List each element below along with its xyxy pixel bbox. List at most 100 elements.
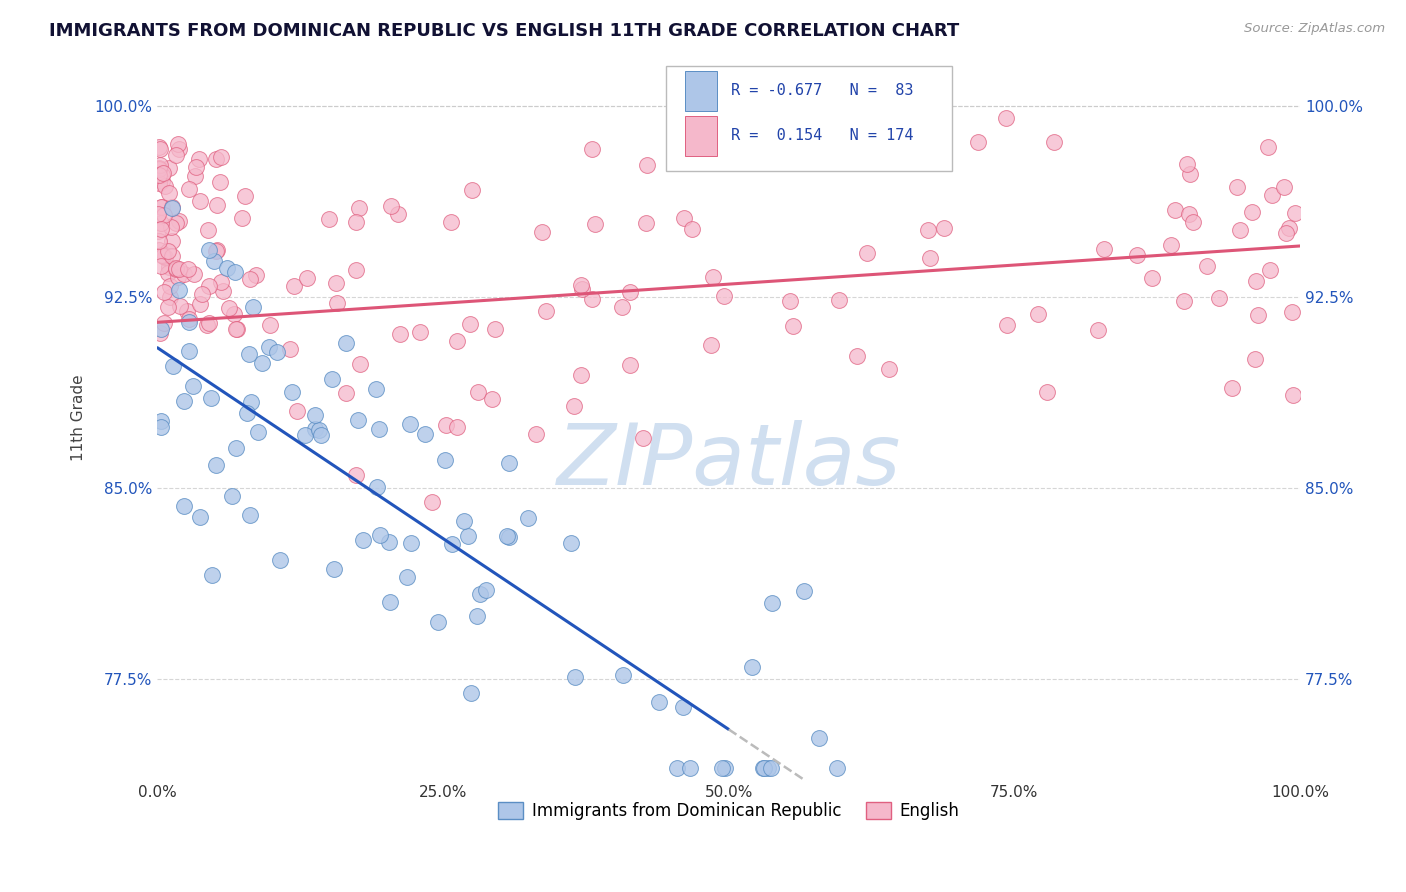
Point <box>204 254 226 268</box>
Point <box>433 453 456 467</box>
Point <box>259 318 281 333</box>
Point <box>148 176 170 190</box>
Point <box>222 307 245 321</box>
Point <box>845 349 868 363</box>
Point <box>209 276 232 290</box>
Point <box>636 158 658 172</box>
Point <box>457 529 479 543</box>
Point <box>779 293 801 308</box>
Point <box>346 413 368 427</box>
Point <box>756 761 779 775</box>
Point <box>370 528 392 542</box>
Point <box>467 385 489 400</box>
Point <box>380 594 402 608</box>
Point <box>173 394 195 409</box>
Point <box>1260 187 1282 202</box>
Point <box>440 537 463 551</box>
Point <box>233 189 256 203</box>
Point <box>446 334 468 348</box>
Point <box>571 282 593 296</box>
Point <box>389 326 412 341</box>
Point <box>181 378 204 392</box>
Point <box>612 300 634 314</box>
Point <box>231 211 253 226</box>
Point <box>167 142 190 156</box>
Point <box>157 244 180 259</box>
Point <box>205 458 228 472</box>
Point <box>160 249 183 263</box>
Point <box>240 395 263 409</box>
Point <box>440 214 463 228</box>
Point <box>150 259 173 273</box>
Point <box>1278 221 1301 235</box>
Point <box>808 731 831 745</box>
Point <box>236 406 259 420</box>
Legend: Immigrants from Dominican Republic, English: Immigrants from Dominican Republic, Engl… <box>492 795 966 826</box>
Point <box>173 499 195 513</box>
Point <box>634 216 657 230</box>
Point <box>177 311 200 326</box>
Point <box>1178 207 1201 221</box>
Point <box>1244 351 1267 366</box>
Point <box>200 392 222 406</box>
Point <box>187 152 209 166</box>
Point <box>212 284 235 298</box>
Point <box>560 536 582 550</box>
Point <box>152 166 174 180</box>
Text: R =  0.154   N = 174: R = 0.154 N = 174 <box>731 128 914 144</box>
Point <box>422 495 444 509</box>
Point <box>583 217 606 231</box>
Point <box>166 147 188 161</box>
Point <box>409 325 432 339</box>
Point <box>205 244 228 259</box>
Point <box>157 260 180 275</box>
Point <box>793 584 815 599</box>
Point <box>481 392 503 407</box>
Point <box>146 207 169 221</box>
Point <box>209 150 232 164</box>
Point <box>879 362 901 376</box>
Point <box>1087 323 1109 337</box>
Point <box>201 567 224 582</box>
Text: ZIPatlas: ZIPatlas <box>557 420 901 503</box>
Point <box>266 345 288 359</box>
Point <box>399 536 422 550</box>
Point <box>225 441 247 455</box>
Point <box>681 222 703 236</box>
Point <box>1282 388 1305 402</box>
Point <box>446 419 468 434</box>
Point <box>918 252 941 266</box>
Point <box>711 761 734 775</box>
Point <box>366 382 388 396</box>
Point <box>496 529 519 543</box>
Point <box>148 162 170 177</box>
Point <box>531 225 554 239</box>
Point <box>1226 180 1249 194</box>
Point <box>176 304 198 318</box>
Point <box>1257 140 1279 154</box>
Point <box>149 322 172 336</box>
Point <box>165 261 187 276</box>
Point <box>498 531 520 545</box>
Point <box>825 761 848 775</box>
Point <box>197 222 219 236</box>
Point <box>349 358 371 372</box>
Point <box>204 152 226 166</box>
Point <box>1197 259 1219 273</box>
Point <box>1181 215 1204 229</box>
Point <box>534 303 557 318</box>
Point <box>468 587 491 601</box>
Point <box>165 262 187 277</box>
Point <box>311 428 333 442</box>
Point <box>162 235 184 249</box>
Point <box>195 318 218 333</box>
Point <box>242 300 264 314</box>
Point <box>177 315 200 329</box>
Text: R = -0.677   N =  83: R = -0.677 N = 83 <box>731 83 914 98</box>
Point <box>761 761 783 775</box>
Point <box>152 168 174 182</box>
Point <box>666 761 689 775</box>
Point <box>169 299 191 313</box>
Point <box>631 431 654 445</box>
Point <box>827 293 849 307</box>
